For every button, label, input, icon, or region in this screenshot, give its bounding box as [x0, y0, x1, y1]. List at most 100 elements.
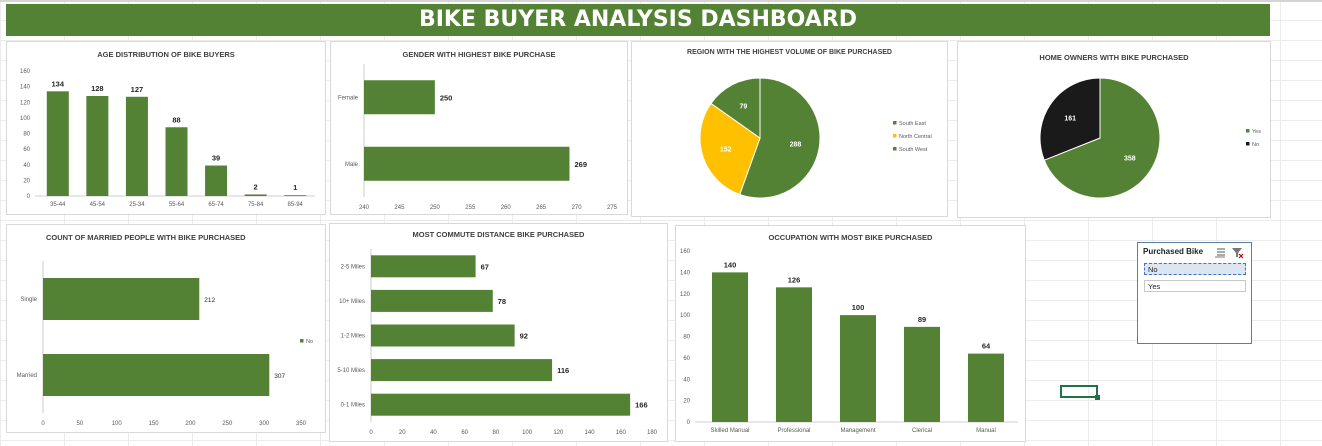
- bar-professional: [776, 287, 812, 422]
- y-tick-label: 100: [680, 313, 691, 319]
- x-tick-label-manual: Manual: [976, 428, 996, 434]
- bar-skilled-manual: [712, 272, 748, 422]
- data-label-married: 307: [274, 373, 285, 380]
- region-chart[interactable]: REGION WITH THE HIGHEST VOLUME OF BIKE P…: [631, 41, 948, 217]
- legend-label-no: No: [1252, 142, 1259, 148]
- legend-label-south-west: South West: [899, 147, 928, 153]
- occupation-chart[interactable]: OCCUPATION WITH MOST BIKE PURCHASED 0 20 4…: [675, 225, 1026, 442]
- married-chart[interactable]: COUNT OF MARRIED PEOPLE WITH BIKE PURCHA…: [6, 224, 326, 433]
- x-tick-label-35-44: 35-44: [50, 202, 66, 208]
- y-tick-label: 60: [683, 356, 690, 362]
- x-tick-label: 140: [585, 430, 596, 436]
- legend-marker-north-central: [893, 134, 897, 138]
- bar-25-34: [125, 96, 148, 196]
- x-tick-label: 260: [501, 205, 512, 211]
- x-tick-label-55-64: 55-64: [169, 202, 185, 208]
- y-tick-label: 100: [20, 116, 31, 122]
- x-tick-label-65-74: 65-74: [208, 202, 224, 208]
- data-label-single: 212: [204, 297, 215, 304]
- legend-label-south-east: South East: [899, 121, 926, 127]
- data-label-10-miles: 78: [498, 297, 506, 306]
- bar-clerical: [904, 326, 940, 422]
- y-tick-label-single: Single: [20, 297, 37, 303]
- data-label-male: 269: [574, 160, 587, 169]
- y-tick-label-0-1-miles: 0-1 Miles: [341, 403, 365, 409]
- data-label-manual: 64: [982, 342, 991, 351]
- slice-label-south-east: 288: [790, 142, 802, 149]
- data-label-professional: 126: [788, 275, 801, 284]
- multi-select-icon[interactable]: [1215, 248, 1225, 258]
- gender-chart-plot: 240 245 250 255 260 265 270 275 250 Female 269 Male: [338, 64, 618, 211]
- data-label-female: 250: [440, 93, 453, 102]
- commute-chart[interactable]: MOST COMMUTE DISTANCE BIKE PURCHASED 0 20…: [329, 223, 668, 442]
- legend-marker-no: [1246, 142, 1250, 146]
- slicer-item-yes[interactable]: Yes: [1144, 280, 1246, 292]
- slice-label-no: 161: [1064, 115, 1076, 122]
- home-chart-plot: 358 161 Yes No: [1039, 77, 1261, 199]
- x-tick-label: 120: [553, 430, 564, 436]
- y-tick-label: 0: [27, 194, 31, 200]
- occupation-chart-plot: 0 20 40 60 80 100 120 140 160 140 Skilled Manual 12…: [680, 249, 1018, 434]
- purchased-bike-slicer[interactable]: Purchased Bike No Yes: [1137, 242, 1252, 344]
- y-tick-label-male: Male: [345, 162, 359, 168]
- y-tick-label: 20: [683, 399, 690, 405]
- x-tick-label-45-54: 45-54: [90, 202, 106, 208]
- gender-chart[interactable]: GENDER WITH HIGHEST BIKE PURCHASE 240 245…: [330, 41, 628, 215]
- x-tick-label: 100: [522, 430, 533, 436]
- slice-south-west: [710, 77, 761, 139]
- x-tick-label-85-94: 85-94: [288, 202, 304, 208]
- y-tick-label-2-5-miles: 2-5 Miles: [341, 264, 365, 270]
- bar-65-74: [205, 165, 228, 196]
- bar-male: [364, 146, 570, 181]
- chart-title: AGE DISTRIBUTION OF BIKE BUYERS: [97, 50, 235, 59]
- x-tick-label: 245: [394, 205, 405, 211]
- bar-2-5-miles: [371, 255, 476, 278]
- legend-marker-yes: [1246, 129, 1250, 133]
- x-tick-label: 0: [41, 421, 45, 427]
- data-label-0-1-miles: 166: [635, 401, 648, 410]
- x-tick-label: 270: [572, 205, 583, 211]
- slice-no: [1039, 77, 1101, 161]
- y-tick-label: 80: [23, 132, 30, 138]
- bar-married: [43, 354, 270, 396]
- age-distribution-chart[interactable]: AGE DISTRIBUTION OF BIKE BUYERS 0 20 40 60 8…: [6, 41, 326, 215]
- clear-filter-icon[interactable]: [1232, 248, 1244, 259]
- y-tick-label: 160: [680, 249, 691, 255]
- bar-female: [364, 80, 435, 115]
- bar-55-64: [165, 127, 188, 196]
- home-owners-chart[interactable]: HOME OWNERS WITH BIKE PURCHASED 358 161 Ye…: [957, 41, 1271, 218]
- sheet-header-line: [0, 0, 1322, 2]
- bar-35-44: [46, 91, 69, 196]
- data-label-35-44: 134: [52, 79, 65, 88]
- slicer-item-no[interactable]: No: [1144, 263, 1246, 275]
- bar-single: [43, 278, 200, 320]
- age-chart-plot: 02040608010012014016013435-4412845-54127…: [20, 69, 315, 208]
- bar-management: [840, 315, 876, 422]
- y-tick-label-1-2-miles: 1-2 Miles: [341, 334, 365, 340]
- data-label-65-74: 39: [212, 154, 220, 163]
- y-tick-label: 20: [23, 178, 30, 184]
- data-label-clerical: 89: [918, 315, 926, 324]
- x-tick-label: 250: [222, 421, 233, 427]
- data-label-25-34: 127: [131, 85, 144, 94]
- x-tick-label: 300: [259, 421, 270, 427]
- x-tick-label: 100: [112, 421, 123, 427]
- y-tick-label: 120: [20, 100, 31, 106]
- data-label-2-5-miles: 67: [481, 262, 489, 271]
- y-tick-label-10-miles: 10+ Miles: [339, 299, 365, 305]
- chart-title: COUNT OF MARRIED PEOPLE WITH BIKE PURCHA…: [46, 233, 246, 242]
- selected-cell[interactable]: [1060, 385, 1100, 400]
- legend-label-no: No: [306, 339, 313, 345]
- slice-yes: [1043, 77, 1161, 199]
- legend-label-north-central: North Central: [899, 134, 932, 140]
- y-tick-label: 140: [20, 85, 31, 91]
- chart-title: OCCUPATION WITH MOST BIKE PURCHASED: [768, 233, 933, 242]
- data-label-5-10-miles: 116: [557, 366, 569, 375]
- x-tick-label: 265: [536, 205, 547, 211]
- x-tick-label: 200: [185, 421, 196, 427]
- x-tick-label: 150: [149, 421, 160, 427]
- slice-label-south-west: 79: [740, 104, 748, 111]
- x-tick-label: 0: [369, 430, 373, 436]
- x-tick-label-clerical: Clerical: [912, 428, 932, 434]
- x-tick-label: 50: [77, 421, 84, 427]
